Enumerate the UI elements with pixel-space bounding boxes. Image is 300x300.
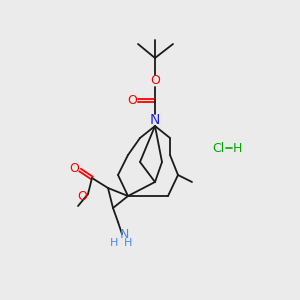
Text: H: H (232, 142, 242, 154)
Text: O: O (69, 161, 79, 175)
Text: H: H (124, 238, 132, 248)
Text: N: N (119, 227, 129, 241)
Text: O: O (150, 74, 160, 86)
Text: O: O (127, 94, 137, 106)
Text: H: H (110, 238, 118, 248)
Text: N: N (150, 113, 160, 127)
Text: Cl: Cl (212, 142, 224, 154)
Text: O: O (77, 190, 87, 202)
